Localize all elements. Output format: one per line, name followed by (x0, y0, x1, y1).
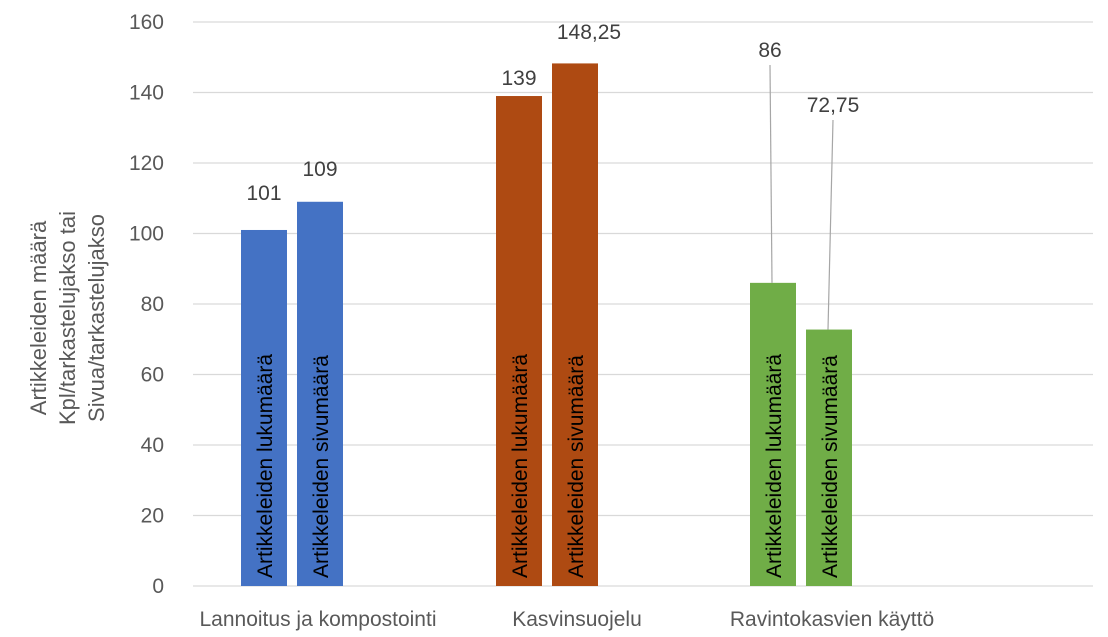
x-category-label: Ravintokasvien käyttö (730, 608, 934, 631)
y-tick-label: 120 (129, 152, 164, 175)
bar (297, 201, 343, 586)
leader-line (827, 119, 834, 330)
bar (552, 63, 598, 586)
bar-series-label: Artikkeleiden lukumäärä (763, 354, 786, 578)
leader-line (769, 64, 773, 283)
y-axis-title: Artikkeleiden määrä Kpl/tarkastelujakso t… (26, 211, 109, 425)
y-tick-label: 40 (141, 434, 164, 457)
y-axis-title-line: Sivua/tarkastelujakso (84, 214, 109, 422)
bar-series-label: Artikkeleiden sivumäärä (310, 355, 333, 578)
y-tick-label: 160 (129, 11, 164, 34)
data-label: 72,75 (807, 94, 860, 117)
data-label: 139 (501, 67, 536, 90)
y-tick-label: 100 (129, 223, 164, 246)
bar (496, 96, 542, 587)
bars: Artikkeleiden lukumäärä 101 Artikkeleiden … (241, 21, 860, 587)
bar-series-label: Artikkeleiden lukumäärä (254, 354, 277, 578)
y-axis-ticks: 0 20 40 60 80 100 120 140 160 (129, 11, 164, 598)
y-axis-title-line: Artikkeleiden määrä (26, 220, 51, 415)
y-axis-title-line: Kpl/tarkastelujakso tai (55, 211, 80, 425)
y-tick-label: 0 (152, 575, 164, 598)
x-category-label: Kasvinsuojelu (512, 608, 642, 631)
bar (806, 329, 852, 586)
x-category-label: Lannoitus ja kompostointi (200, 608, 437, 631)
y-tick-label: 140 (129, 82, 164, 105)
y-tick-label: 80 (141, 293, 164, 316)
data-label: 101 (246, 182, 281, 205)
y-tick-label: 20 (141, 505, 164, 528)
data-label: 148,25 (557, 21, 621, 44)
x-axis-categories: Lannoitus ja kompostointi Kasvinsuojelu Ra… (200, 608, 935, 631)
bar (750, 282, 796, 586)
data-label: 86 (758, 39, 781, 62)
bar (241, 229, 287, 586)
data-label: 109 (302, 158, 337, 181)
bar-series-label: Artikkeleiden lukumäärä (509, 354, 532, 578)
bar-series-label: Artikkeleiden sivumäärä (819, 355, 842, 578)
y-tick-label: 60 (141, 364, 164, 387)
bar-series-label: Artikkeleiden sivumäärä (565, 355, 588, 578)
